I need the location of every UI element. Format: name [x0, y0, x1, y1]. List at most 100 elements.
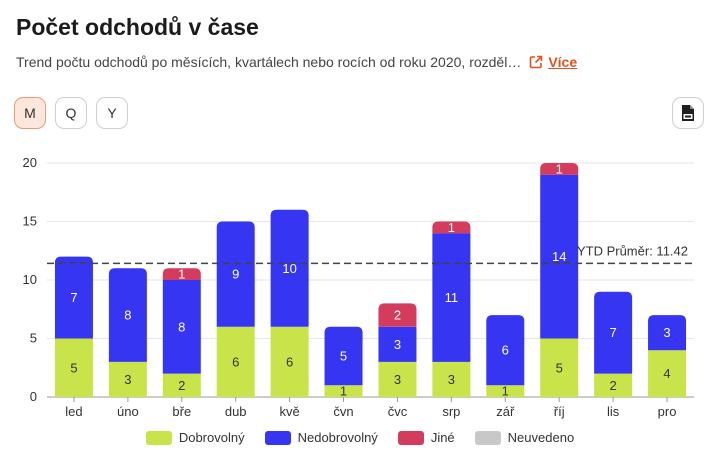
bar-segment[interactable]: [540, 174, 579, 339]
legend-label: Neuvedeno: [507, 430, 575, 445]
bar-value-label: 1: [556, 161, 563, 176]
bar-value-label: 5: [556, 360, 563, 375]
x-tick-label: čvc: [388, 404, 408, 419]
period-button-month[interactable]: M: [14, 97, 46, 129]
bar-segment[interactable]: [432, 221, 471, 234]
bar-segment[interactable]: [216, 326, 255, 397]
legend-item[interactable]: Dobrovolný: [145, 430, 245, 445]
legend-item[interactable]: Neuvedeno: [474, 430, 575, 445]
bar-value-label: 11: [445, 290, 459, 305]
page-title: Počet odchodů v čase: [16, 14, 259, 40]
export-jpg-button[interactable]: [672, 97, 704, 129]
bar-value-label: 2: [178, 378, 185, 393]
bar-segment[interactable]: [540, 338, 579, 398]
legend-swatch: [474, 430, 501, 445]
bar-value-label: 7: [610, 325, 617, 340]
bar-value-label: 1: [502, 384, 509, 399]
bar-segment[interactable]: [486, 385, 525, 397]
bar-value-label: 5: [340, 349, 347, 364]
bar-value-label: 1: [448, 220, 455, 235]
bar-value-label: 3: [448, 372, 455, 387]
bar-segment[interactable]: [378, 326, 417, 362]
bar-value-label: 14: [552, 249, 566, 264]
x-tick-label: led: [65, 404, 82, 419]
more-link-label: Více: [548, 54, 578, 70]
bar-segment[interactable]: [108, 361, 147, 397]
bar-value-label: 3: [124, 372, 131, 387]
x-tick-label: čvn: [333, 404, 353, 419]
bar-segment[interactable]: [540, 163, 579, 175]
bar-segment[interactable]: [162, 280, 201, 374]
bar-segment[interactable]: [324, 385, 363, 397]
bar-value-label: 2: [610, 378, 617, 393]
bar-value-label: 8: [124, 308, 131, 323]
bar-segment[interactable]: [54, 256, 93, 339]
bar-value-label: 4: [663, 366, 670, 381]
y-tick-label: 15: [23, 214, 37, 229]
bar-value-label: 3: [663, 325, 670, 340]
bar-segment[interactable]: [270, 209, 309, 327]
x-tick-label: bře: [172, 404, 191, 419]
bar-value-label: 2: [394, 308, 401, 323]
x-tick-label: úno: [117, 404, 139, 419]
y-axis-ticks: 0 5 10 15 20: [23, 155, 37, 404]
y-tick-label: 20: [23, 155, 37, 170]
legend-swatch: [264, 430, 291, 445]
bar-value-label: 6: [502, 343, 509, 358]
bar-segment[interactable]: [594, 291, 633, 374]
legend-swatch: [145, 430, 172, 445]
subtitle-row: Trend počtu odchodů po měsících, kvartál…: [16, 54, 577, 70]
bar-segment[interactable]: [378, 303, 417, 327]
legend-label: Nedobrovolný: [297, 430, 378, 445]
ytd-average-label: YTD Průměr: 11.42: [577, 243, 688, 258]
bar-segment[interactable]: [378, 361, 417, 397]
external-link-icon: [530, 55, 543, 69]
more-link[interactable]: Více: [529, 54, 577, 70]
bar-segment[interactable]: [324, 326, 363, 386]
bar-segment[interactable]: [486, 315, 525, 386]
x-tick-label: pro: [658, 404, 677, 419]
bar-segment[interactable]: [108, 268, 147, 362]
bar-segment[interactable]: [648, 315, 687, 351]
bar-segment[interactable]: [270, 326, 309, 397]
bar-value-label: 1: [178, 267, 185, 282]
chart-subtitle: Trend počtu odchodů po měsících, kvartál…: [16, 54, 522, 70]
ytd-average-line-group: YTD Průměr: 11.42: [47, 243, 694, 265]
jpg-file-icon: [682, 105, 694, 121]
bar-value-label: 9: [232, 267, 239, 282]
bar-segment[interactable]: [54, 338, 93, 398]
bar-value-label: 1: [340, 384, 347, 399]
legend-item[interactable]: Nedobrovolný: [264, 430, 378, 445]
x-axis-ticks: led úno bře dub kvě čvn čvc srp zář říj lis pro: [65, 397, 676, 419]
bar-value-label: 8: [178, 319, 185, 334]
x-tick-label: srp: [442, 404, 460, 419]
bar-value-label: 7: [70, 290, 77, 305]
y-tick-label: 10: [23, 272, 37, 287]
bar-value-label: 5: [70, 360, 77, 375]
period-button-quarter[interactable]: Q: [55, 97, 87, 129]
period-toggle: M Q Y: [14, 97, 128, 129]
bar-segment[interactable]: [432, 361, 471, 397]
legend-label: Dobrovolný: [178, 430, 245, 445]
bar-value-label: 6: [232, 354, 239, 369]
period-button-year[interactable]: Y: [96, 97, 128, 129]
bar-segment[interactable]: [162, 373, 201, 397]
x-tick-label: dub: [225, 404, 247, 419]
chart-legend: Dobrovolný Nedobrovolný Jiné Neuvedeno: [0, 430, 720, 445]
legend-label: Jiné: [430, 430, 455, 445]
legend-item[interactable]: Jiné: [397, 430, 455, 445]
grid-lines: [47, 162, 694, 398]
bar-segment[interactable]: [432, 233, 471, 362]
x-tick-label: zář: [496, 404, 515, 419]
x-tick-label: kvě: [280, 404, 300, 419]
bar-segment[interactable]: [216, 221, 255, 327]
bar-value-label: 10: [282, 261, 296, 276]
bars: [54, 163, 687, 398]
bar-segment[interactable]: [162, 268, 201, 280]
bar-segment[interactable]: [594, 373, 633, 397]
bar-value-label: 3: [394, 372, 401, 387]
bar-segment[interactable]: [648, 350, 687, 397]
x-tick-label: lis: [607, 404, 620, 419]
